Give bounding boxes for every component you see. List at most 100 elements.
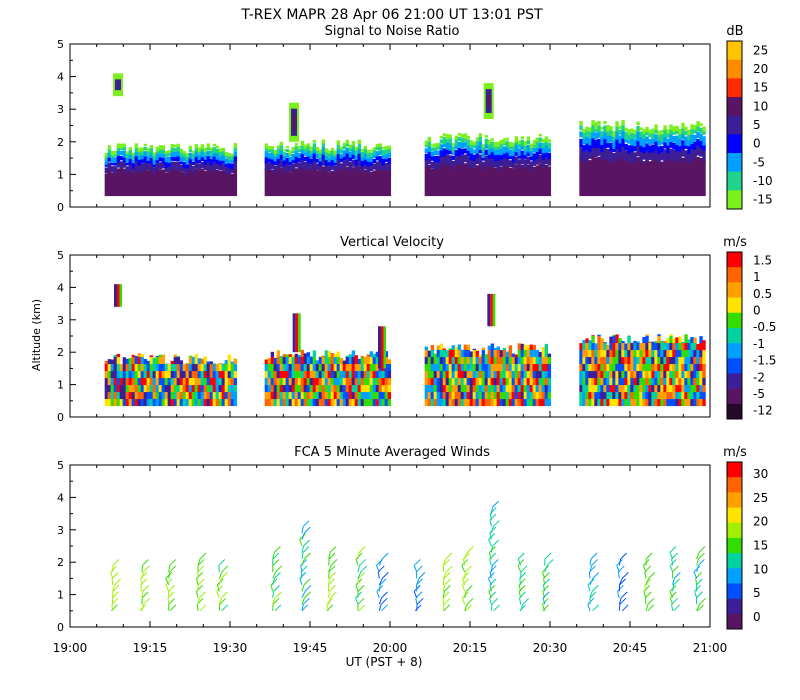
colorbar: dB 25 20 15 10 5 0 -5 -10 -15 [726, 24, 773, 210]
colorbar-label: -10 [753, 174, 773, 188]
colorbar-swatch [727, 252, 742, 268]
wind-profile [216, 559, 229, 612]
y-tick-label: 0 [57, 411, 64, 424]
figure-title: T-REX MAPR 28 Apr 06 21:00 UT 13:01 PST [240, 7, 543, 23]
panel-2: Vertical Velocity 0 1 2 3 4 5 m/s 1.5 1 0.5 0 -0.5 -1… [57, 235, 776, 424]
colorbar-label: 25 [753, 43, 768, 57]
colorbar-label: -1.5 [753, 354, 776, 368]
colorbar-swatch [727, 282, 742, 298]
colorbar-swatch [727, 388, 742, 405]
colorbar-label: 0 [753, 137, 761, 151]
y-tick-label: 1 [57, 168, 64, 181]
axes-frame [69, 464, 711, 628]
colorbar-swatch [727, 583, 742, 599]
wind-profile [487, 500, 500, 612]
plume [114, 284, 117, 307]
data-segment [579, 119, 706, 197]
y-tick-label: 1 [57, 589, 64, 602]
colorbar-swatch [727, 613, 742, 630]
colorbar: m/s 30 25 20 15 10 5 0 [723, 445, 768, 630]
colorbar-swatch [727, 598, 742, 615]
colorbar-swatch [727, 78, 742, 98]
colorbar-label: 0.5 [753, 287, 772, 301]
colorbar-label: 0 [753, 303, 761, 317]
wind-profile [442, 552, 453, 612]
x-tick-label: 19:30 [213, 641, 248, 655]
colorbar-label: -15 [753, 193, 773, 207]
plume [292, 313, 296, 353]
panel-3: FCA 5 Minute Averaged Winds 0 1 2 3 4 5 19:00 19… [53, 445, 769, 655]
colorbar-label: 1 [753, 270, 761, 284]
colorbar-label: -1 [753, 337, 765, 351]
x-tick-label: 19:15 [133, 641, 168, 655]
data-segment [424, 343, 552, 407]
panel-1: Signal to Noise Ratio 0 1 2 3 4 5 dB 25 20 15 10 5 0 -… [57, 24, 773, 214]
colorbar-label: 25 [753, 491, 768, 505]
y-tick-label: 2 [57, 136, 64, 149]
colorbar-label: 30 [753, 467, 768, 481]
colorbar-label: 5 [753, 586, 761, 600]
colorbar: m/s 1.5 1 0.5 0 -0.5 -1 -1.5 -2 -5 -12 [723, 235, 776, 420]
colorbar-swatch [727, 190, 742, 210]
y-tick-label: 1 [57, 379, 64, 392]
wind-profile [270, 546, 282, 612]
colorbar-label: -12 [753, 404, 773, 418]
wind-profile [541, 552, 554, 612]
colorbar-swatch [727, 537, 742, 554]
colorbar-label: 20 [753, 62, 768, 76]
colorbar-swatch [727, 477, 742, 493]
y-tick-label: 2 [57, 556, 64, 569]
colorbar-swatch [727, 507, 742, 524]
x-tick-label: 20:45 [613, 641, 648, 655]
wind-profile [195, 552, 207, 612]
colorbar-label: -2 [753, 370, 765, 384]
colorbar-label: 10 [753, 99, 768, 113]
data-segment [104, 143, 238, 197]
colorbar-label: -0.5 [753, 320, 776, 334]
x-tick-label: 19:00 [53, 641, 88, 655]
wind-profile [165, 559, 177, 612]
colorbar-label: 15 [753, 81, 768, 95]
colorbar-swatch [727, 358, 742, 374]
colorbar-label: 0 [753, 610, 761, 624]
colorbar-label: 10 [753, 562, 768, 576]
colorbar-label: 15 [753, 539, 768, 553]
y-tick-label: 5 [57, 249, 64, 262]
plume [487, 293, 491, 327]
wind-profile [669, 546, 681, 612]
colorbar-swatch [727, 553, 742, 569]
y-tick-label: 4 [57, 281, 64, 294]
wind-profile [375, 552, 389, 612]
colorbar-swatch [727, 522, 742, 539]
wind-profile [693, 546, 706, 612]
wind-profile [139, 559, 150, 612]
colorbar-swatch [727, 312, 742, 329]
colorbar-swatch [727, 373, 742, 389]
y-tick-label: 4 [57, 71, 64, 84]
panel-title: Vertical Velocity [340, 235, 444, 250]
y-tick-label: 3 [57, 314, 64, 327]
colorbar-unit: dB [726, 24, 743, 39]
colorbar-swatch [727, 267, 742, 283]
data-segment [264, 349, 392, 407]
wind-profile [110, 559, 121, 612]
colorbar-swatch [727, 462, 742, 478]
data-segment [104, 353, 238, 407]
colorbar-swatch [727, 403, 742, 420]
wind-profile [616, 552, 629, 612]
plot-area [104, 73, 706, 197]
colorbar-swatch [727, 134, 742, 154]
y-tick-label: 5 [57, 459, 64, 472]
colorbar-swatch [727, 41, 742, 60]
colorbar-swatch [727, 153, 742, 172]
x-tick-label: 20:00 [373, 641, 408, 655]
colorbar-swatch [727, 171, 742, 191]
y-tick-label: 2 [57, 346, 64, 359]
y-tick-label: 0 [57, 621, 64, 634]
colorbar-swatch [727, 297, 742, 314]
colorbar-swatch [727, 59, 742, 79]
wind-profile [461, 546, 474, 612]
plot-area [110, 500, 706, 612]
x-tick-label: 20:30 [533, 641, 568, 655]
